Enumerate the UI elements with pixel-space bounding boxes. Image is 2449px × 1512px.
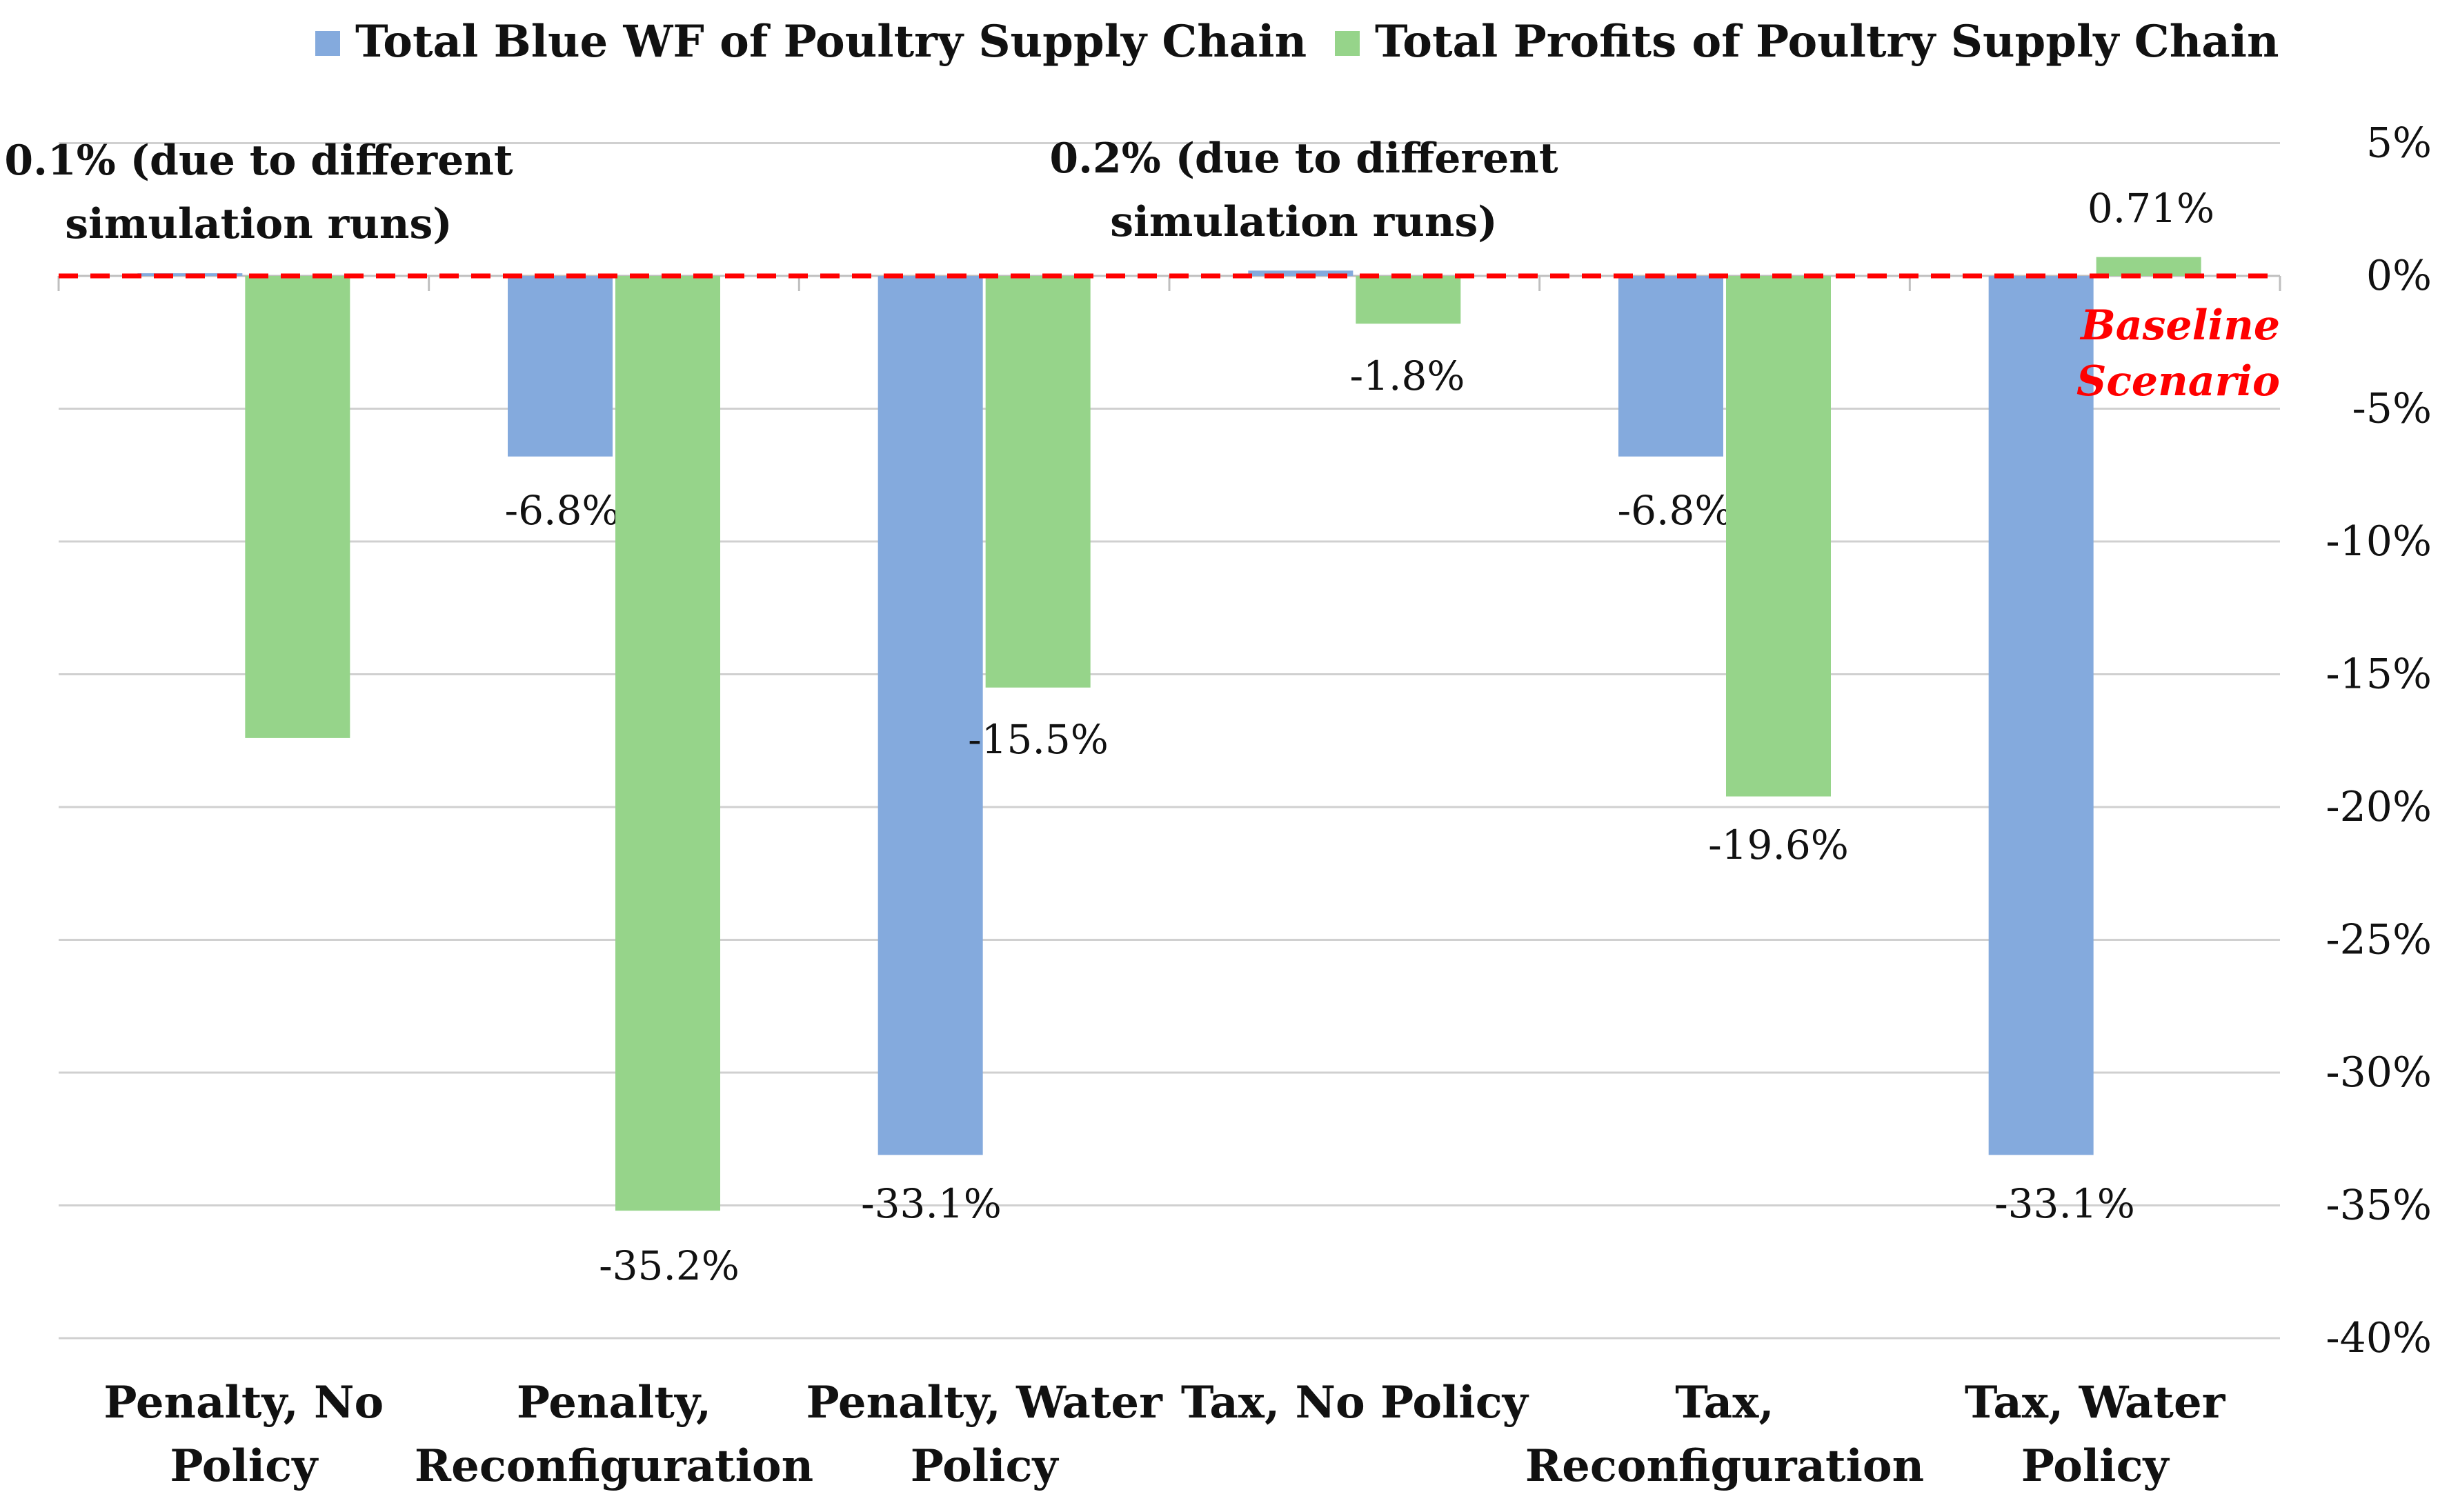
data-label: -15.5% bbox=[968, 716, 1109, 763]
category-label: Tax, Water bbox=[1965, 1377, 2226, 1429]
data-label: -1.8% bbox=[1350, 352, 1465, 399]
category-label: Penalty, Water bbox=[806, 1377, 1163, 1429]
bar-blue-wf bbox=[1248, 270, 1354, 276]
bar-blue-wf bbox=[878, 276, 983, 1155]
category-label: Tax, No Policy bbox=[1181, 1377, 1529, 1429]
bar-profits bbox=[2096, 257, 2201, 276]
bar-profits bbox=[985, 276, 1091, 688]
y-tick-label: -30% bbox=[2326, 1048, 2432, 1097]
y-tick-label: -10% bbox=[2326, 517, 2432, 566]
bar-blue-wf bbox=[508, 276, 613, 457]
legend-swatch bbox=[1335, 31, 1360, 56]
category-label: Policy bbox=[170, 1440, 319, 1492]
category-label: Tax, bbox=[1675, 1377, 1774, 1429]
annotation: simulation runs) bbox=[65, 200, 452, 248]
baseline-label: Scenario bbox=[2076, 357, 2280, 406]
bar-blue-wf bbox=[1618, 276, 1723, 457]
category-label: Penalty, bbox=[517, 1377, 711, 1429]
y-tick-label: -40% bbox=[2326, 1314, 2432, 1362]
legend-swatch bbox=[315, 31, 340, 56]
bar-profits bbox=[615, 276, 720, 1211]
legend-label: Total Profits of Poultry Supply Chain bbox=[1375, 16, 2279, 68]
y-tick-label: -20% bbox=[2326, 783, 2432, 831]
category-label: Reconfiguration bbox=[1525, 1440, 1924, 1492]
y-tick-label: -25% bbox=[2326, 916, 2432, 964]
legend-label: Total Blue WF of Poultry Supply Chain bbox=[355, 16, 1307, 68]
category-label: Penalty, No bbox=[103, 1377, 384, 1429]
bar-profits bbox=[1726, 276, 1831, 797]
y-tick-label: -15% bbox=[2326, 650, 2432, 699]
category-label: Policy bbox=[2021, 1440, 2170, 1492]
category-label: Reconfiguration bbox=[415, 1440, 813, 1492]
annotation: 0.2% (due to different bbox=[1049, 135, 1558, 183]
bar-profits bbox=[1356, 276, 1461, 324]
y-tick-label: -35% bbox=[2326, 1182, 2432, 1230]
data-label: -33.1% bbox=[861, 1180, 1002, 1227]
data-label: 0.71% bbox=[2088, 185, 2214, 232]
data-label: -6.8% bbox=[505, 487, 620, 534]
category-label: Policy bbox=[911, 1440, 1060, 1492]
data-label: -35.2% bbox=[599, 1242, 740, 1289]
annotation: 0.1% (due to different bbox=[4, 137, 513, 185]
data-label: -6.8% bbox=[1618, 487, 1733, 534]
baseline-label: Baseline bbox=[2079, 301, 2280, 350]
y-tick-label: -5% bbox=[2352, 385, 2432, 433]
data-label: -33.1% bbox=[1994, 1180, 2135, 1227]
y-tick-label: 5% bbox=[2366, 119, 2432, 168]
bar-blue-wf bbox=[1988, 276, 2094, 1155]
data-label: -19.6% bbox=[1708, 822, 1849, 868]
annotation: simulation runs) bbox=[1110, 198, 1497, 246]
y-tick-label: 0% bbox=[2366, 252, 2432, 300]
bar-profits bbox=[245, 276, 350, 738]
